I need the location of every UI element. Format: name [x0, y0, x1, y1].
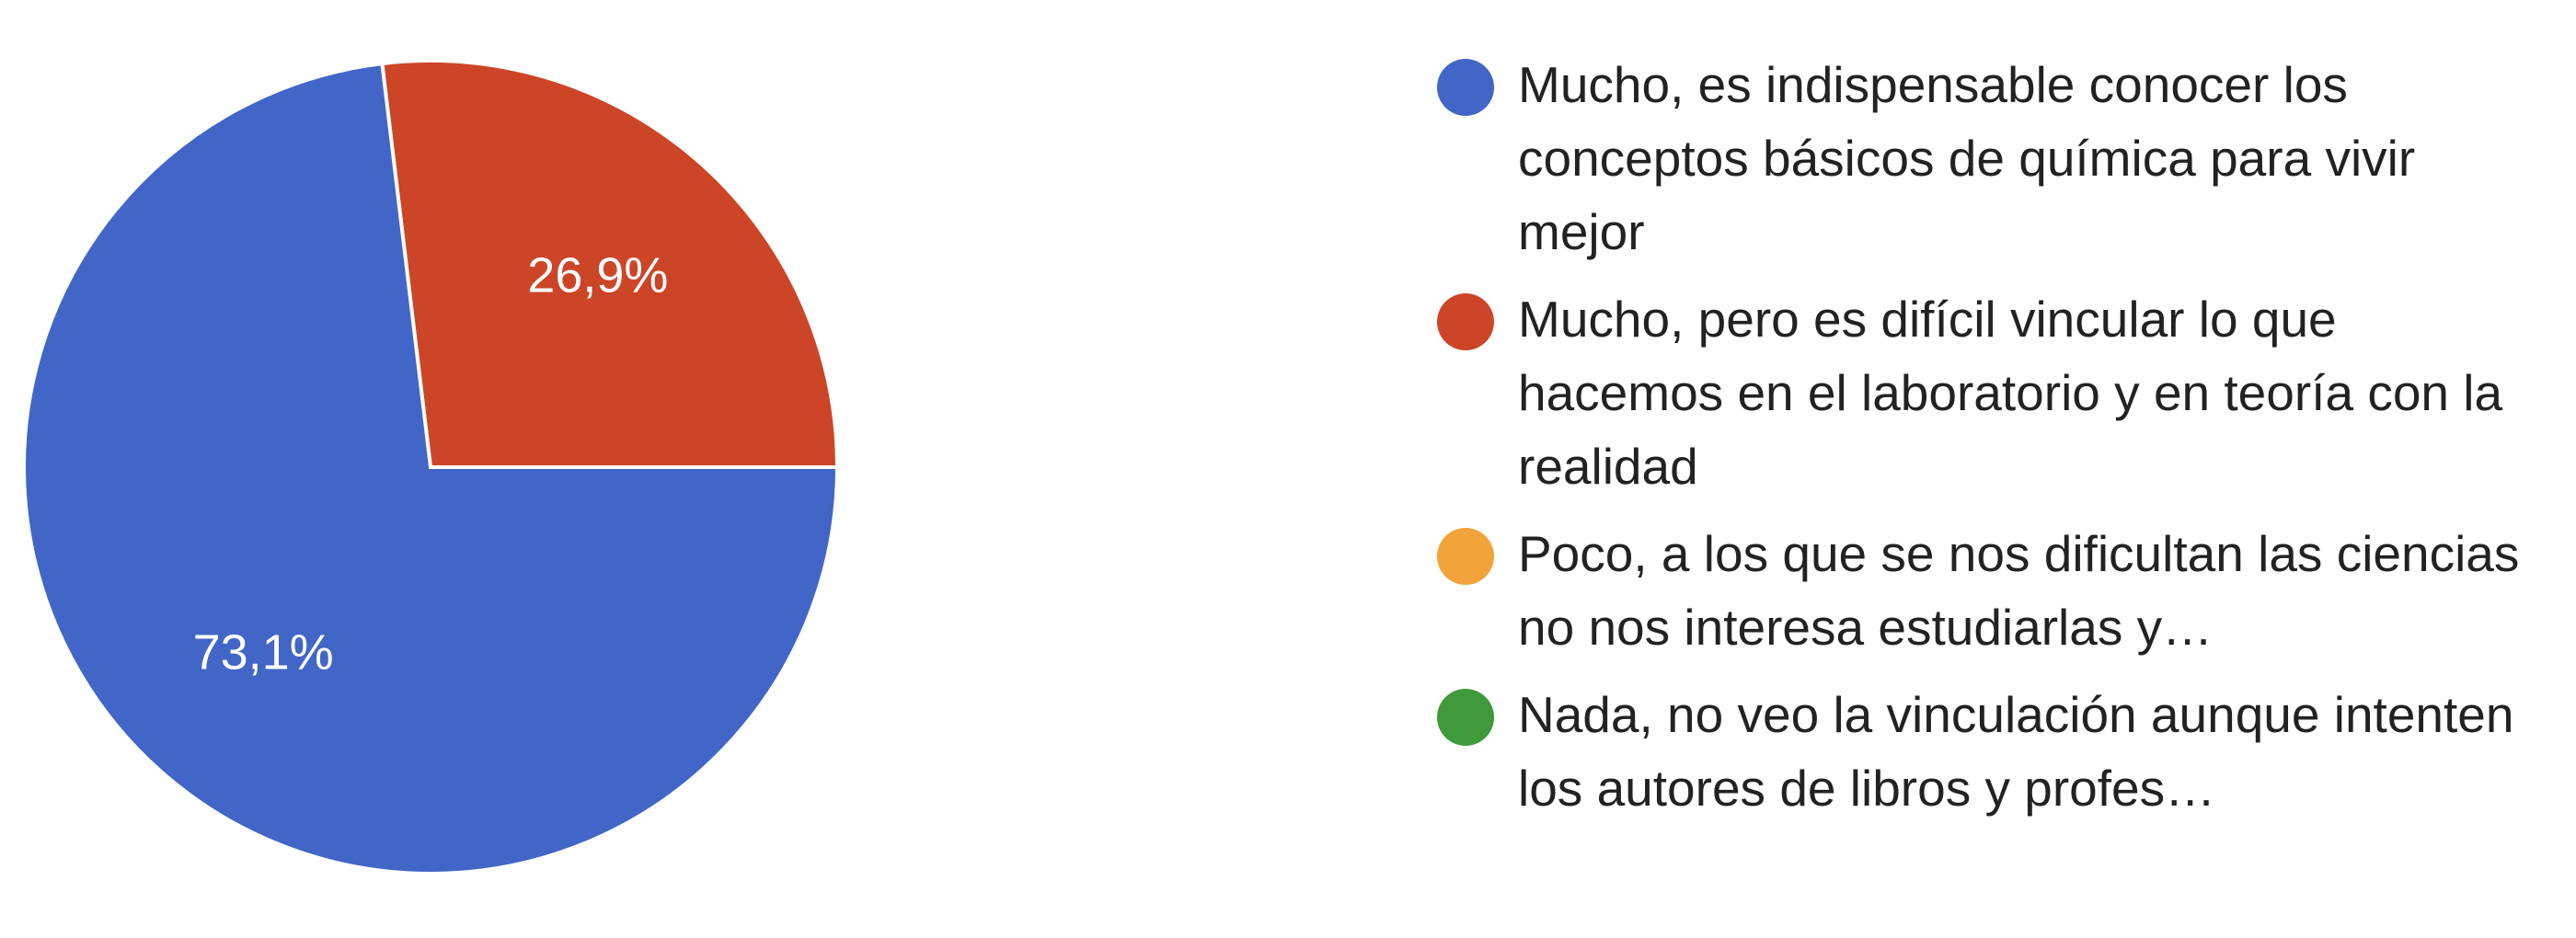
- legend-marker-1: [1437, 59, 1494, 116]
- pie-chart: 26,9% 73,1%: [22, 59, 840, 875]
- legend-marker-3: [1437, 528, 1494, 585]
- legend-item-1[interactable]: Mucho, es indispensable conocer los conc…: [1437, 48, 2541, 269]
- pie-slices: [22, 59, 840, 875]
- legend-label-2: Mucho, pero es difícil vincular lo que h…: [1518, 291, 2503, 495]
- legend-item-2[interactable]: Mucho, pero es difícil vincular lo que h…: [1437, 282, 2541, 503]
- legend-label-4: Nada, no veo la vinculación aunque inten…: [1518, 686, 2514, 817]
- legend-label-3: Poco, a los que se nos dificultan las ci…: [1518, 525, 2520, 656]
- pie-slice-2[interactable]: [380, 59, 840, 469]
- legend-marker-2: [1437, 293, 1494, 350]
- pie-slice-label-2: 26,9%: [527, 247, 668, 303]
- pie-slice-1[interactable]: [22, 61, 840, 875]
- legend-item-4[interactable]: Nada, no veo la vinculación aunque inten…: [1437, 678, 2541, 825]
- pie-slice-labels: 26,9% 73,1%: [193, 247, 669, 680]
- legend-item-3[interactable]: Poco, a los que se nos dificultan las ci…: [1437, 517, 2541, 664]
- pie-slice-label-1: 73,1%: [193, 624, 334, 680]
- legend-label-1: Mucho, es indispensable conocer los conc…: [1518, 56, 2416, 260]
- legend: Mucho, es indispensable conocer los conc…: [1437, 48, 2541, 839]
- legend-marker-4: [1437, 689, 1494, 746]
